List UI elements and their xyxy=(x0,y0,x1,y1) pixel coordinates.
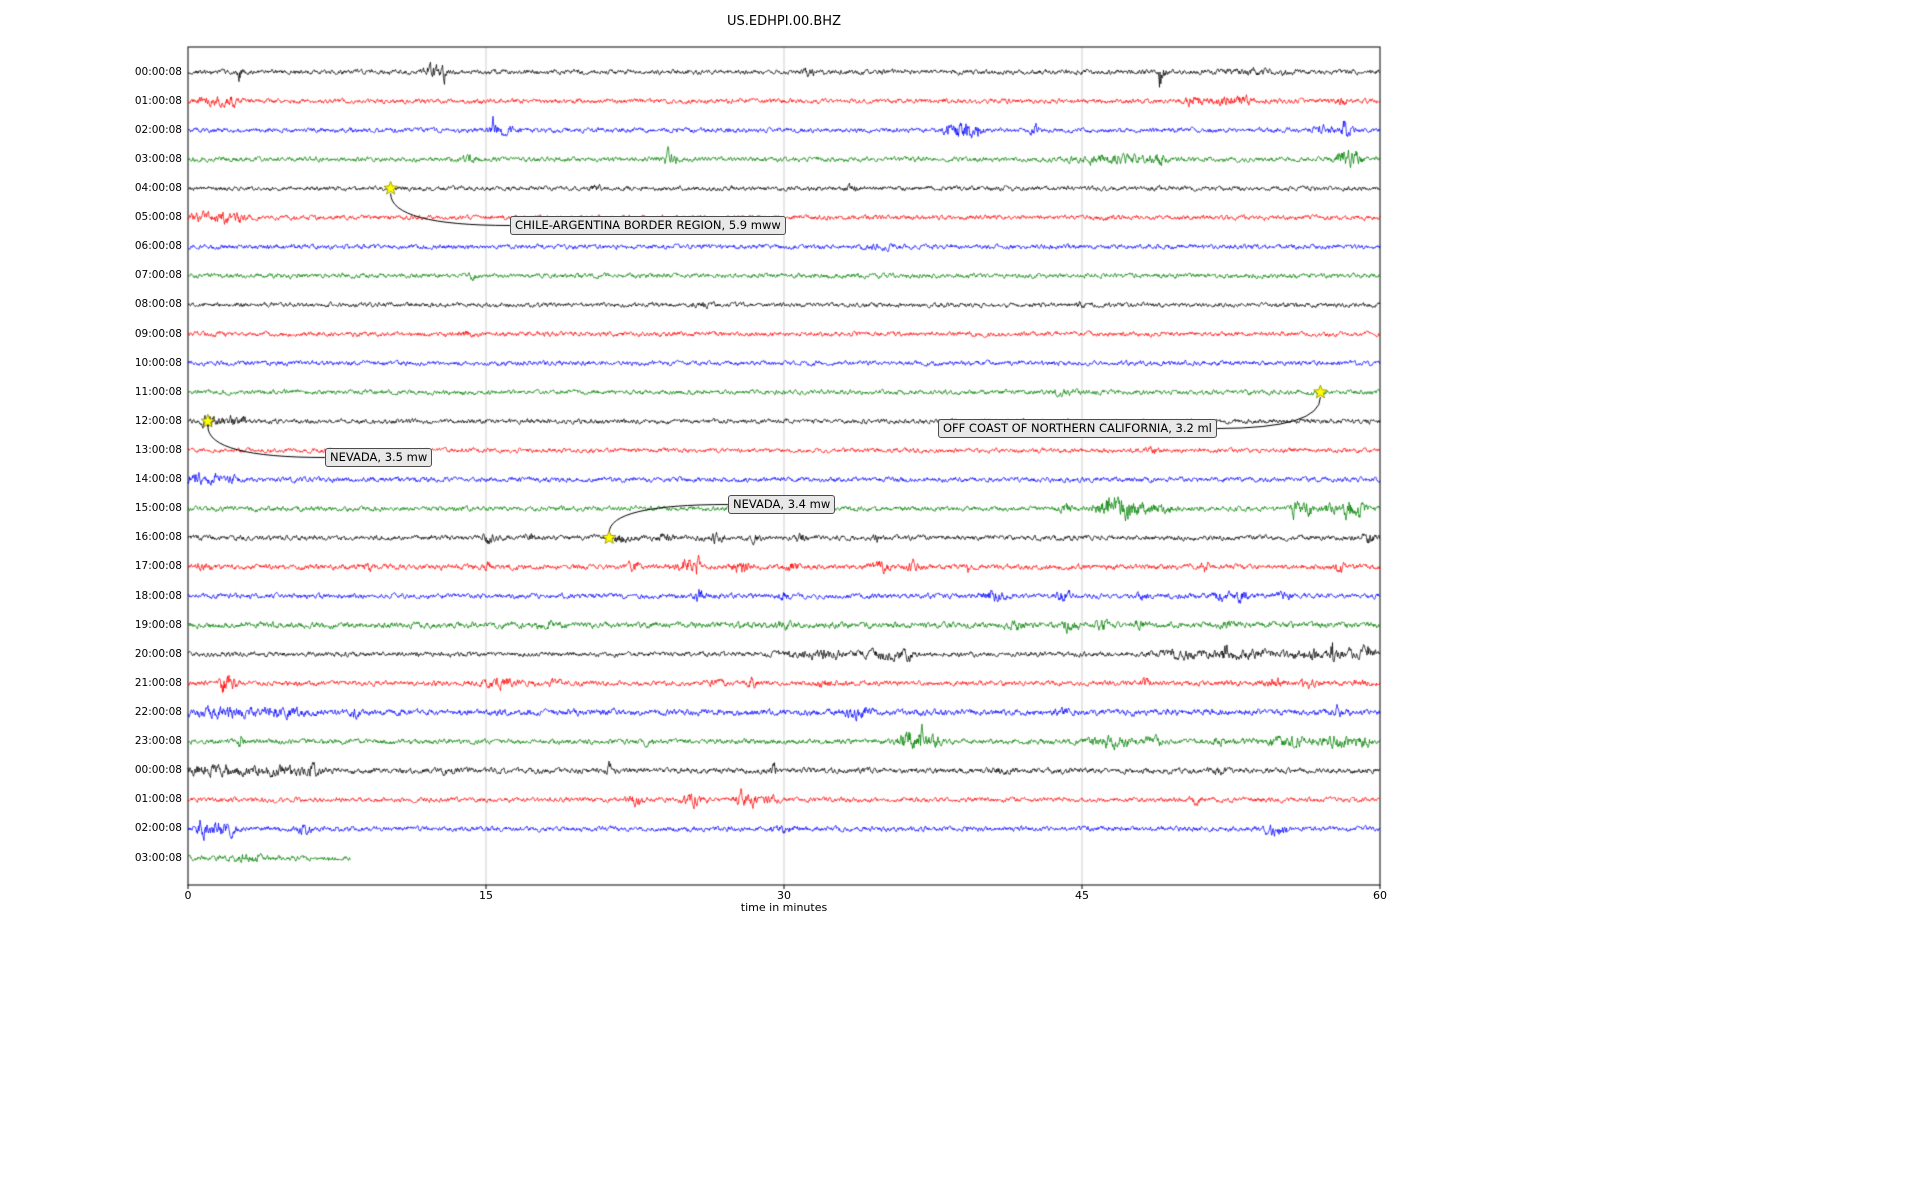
trace-start-time-label: 20:00:08 xyxy=(134,647,182,660)
x-tick-label: 45 xyxy=(1075,889,1089,902)
event-label: NEVADA, 3.4 mw xyxy=(728,495,836,514)
trace-start-time-label: 23:00:08 xyxy=(134,735,182,748)
trace-start-time-label: 14:00:08 xyxy=(134,473,182,486)
trace-start-time-label: 17:00:08 xyxy=(134,560,182,573)
trace-start-time-label: 11:00:08 xyxy=(134,385,182,398)
trace-start-time-label: 04:00:08 xyxy=(134,181,182,194)
trace-start-time-label: 13:00:08 xyxy=(134,443,182,456)
trace-start-time-label: 21:00:08 xyxy=(134,676,182,689)
trace-start-time-label: 18:00:08 xyxy=(134,589,182,602)
trace-start-time-label: 09:00:08 xyxy=(134,327,182,340)
plot-title: US.EDHPI.00.BHZ xyxy=(727,14,841,29)
x-tick-label: 15 xyxy=(479,889,493,902)
trace-start-time-label: 02:00:08 xyxy=(134,822,182,835)
trace-start-time-label: 05:00:08 xyxy=(134,211,182,224)
x-tick-label: 60 xyxy=(1373,889,1387,902)
event-label: OFF COAST OF NORTHERN CALIFORNIA, 3.2 ml xyxy=(938,419,1217,438)
trace-start-time-label: 12:00:08 xyxy=(134,414,182,427)
trace-start-time-label: 08:00:08 xyxy=(134,298,182,311)
trace-start-time-label: 19:00:08 xyxy=(134,618,182,631)
event-label: NEVADA, 3.5 mw xyxy=(325,448,433,467)
trace-start-time-label: 00:00:08 xyxy=(134,65,182,78)
trace-start-time-label: 15:00:08 xyxy=(134,502,182,515)
trace-start-time-label: 01:00:08 xyxy=(134,793,182,806)
trace-start-time-label: 00:00:08 xyxy=(134,764,182,777)
x-tick-label: 30 xyxy=(777,889,791,902)
trace-start-time-label: 03:00:08 xyxy=(134,851,182,864)
trace-start-time-label: 10:00:08 xyxy=(134,356,182,369)
event-label: CHILE-ARGENTINA BORDER REGION, 5.9 mww xyxy=(510,216,786,235)
x-axis-label: time in minutes xyxy=(740,901,828,914)
trace-start-time-label: 01:00:08 xyxy=(134,94,182,107)
x-tick-label: 0 xyxy=(184,889,192,902)
trace-start-time-label: 03:00:08 xyxy=(134,152,182,165)
trace-start-time-label: 16:00:08 xyxy=(134,531,182,544)
trace-start-time-label: 22:00:08 xyxy=(134,705,182,718)
trace-start-time-label: 06:00:08 xyxy=(134,240,182,253)
trace-start-time-label: 02:00:08 xyxy=(134,123,182,136)
trace-start-time-label: 07:00:08 xyxy=(134,269,182,282)
